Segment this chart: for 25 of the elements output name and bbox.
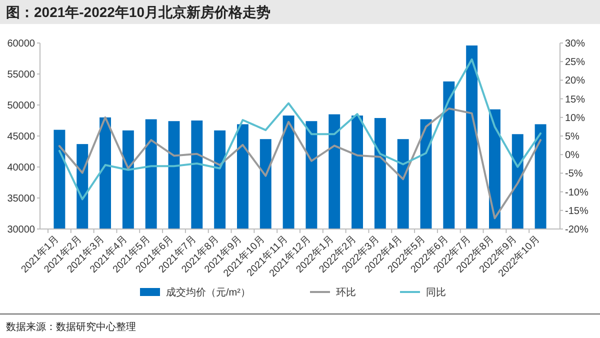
legend-label: 同比 [426,286,446,298]
line-series [58,107,542,220]
y2-tick-label: 30% [565,38,586,50]
y-tick-label: 55000 [7,70,36,80]
y2-tick-label: -15% [565,206,588,217]
y2-tick-label: 5% [565,132,580,142]
y2-tick-label: 25% [565,57,586,68]
y2-tick-label: 20% [565,76,586,87]
y2-tick-label: -5% [565,168,583,180]
y2-tick-label: 15% [565,94,586,106]
y2-tick-label: -10% [565,187,588,198]
legend-label: 成交均价（元/m²） [166,286,250,298]
y-tick-label: 60000 [7,38,36,50]
y-tick-label: 30000 [7,224,36,236]
y2-tick-label: -20% [565,224,588,236]
chart-title: 图：2021年-2022年10月北京新房价格走势 [6,4,271,20]
legend-label: 环比 [336,286,356,298]
y-tick-label: 35000 [7,194,36,204]
y2-tick-label: 0% [565,150,580,162]
source-note: 数据来源：数据研究中心整理 [6,321,136,333]
y-tick-label: 40000 [7,162,36,174]
y2-tick-label: 10% [565,112,586,124]
y-tick-label: 45000 [7,132,36,142]
line-series [58,58,542,200]
y-tick-label: 50000 [7,100,36,112]
